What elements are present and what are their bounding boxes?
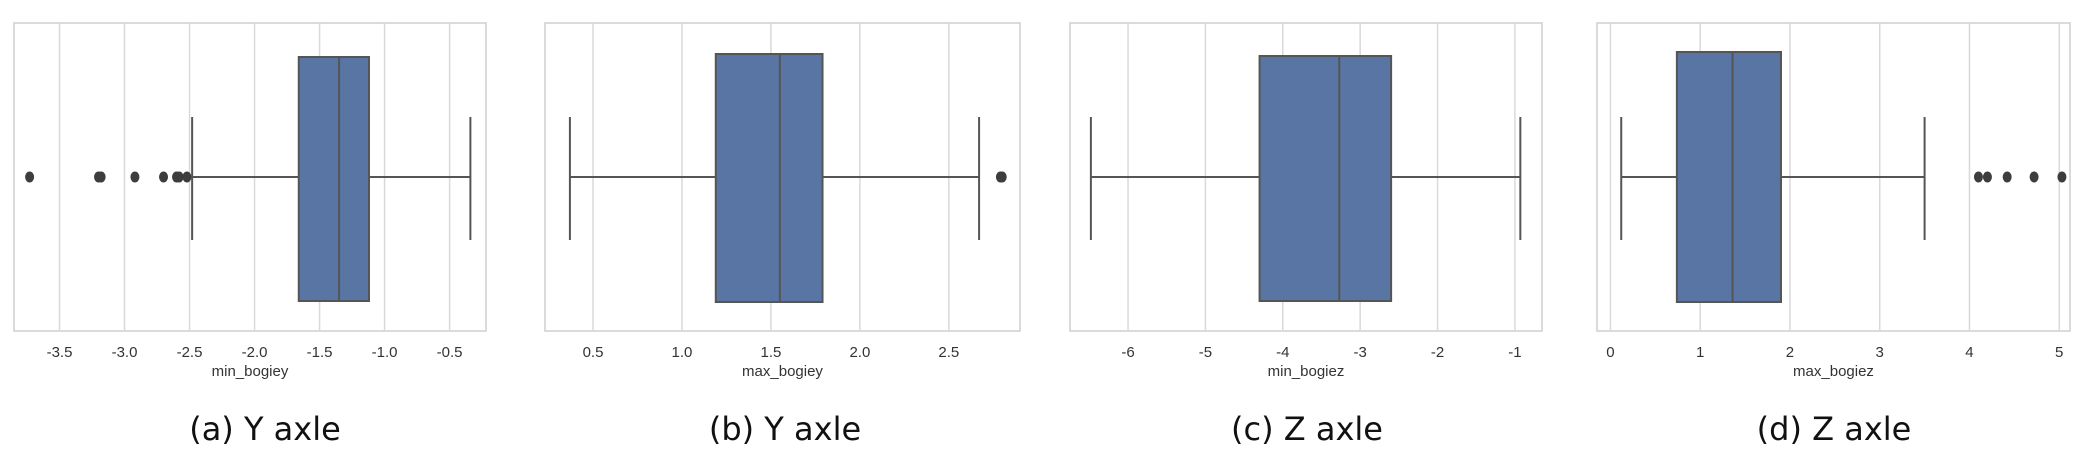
iqr-box (1258, 55, 1393, 302)
outlier-point (130, 171, 140, 183)
iqr-box (297, 56, 370, 302)
panel-caption: (c) Z axle (1231, 410, 1383, 448)
x-tick-label: 1 (1696, 344, 1704, 361)
panel-2: 0.5 1.0 1.5 2.0 2.5 max_bogiey (b) Y axle (544, 22, 1021, 448)
x-tick-label: -3.0 (112, 344, 138, 361)
x-tick-label: 3 (1876, 344, 1884, 361)
x-tick-label: 2.5 (938, 344, 959, 361)
x-tick-label: 1.0 (672, 344, 693, 361)
x-axis-label: min_bogiey (212, 363, 289, 380)
outlier-point (2002, 171, 2012, 183)
x-axis-label: min_bogiez (1268, 363, 1345, 380)
x-tick-label: 2 (1786, 344, 1794, 361)
panel-caption: (b) Y axle (709, 410, 861, 448)
outlier-point (2057, 171, 2067, 183)
x-tick-label: 5 (2055, 344, 2063, 361)
x-axis-label: max_bogiey (742, 363, 823, 380)
outlier-point (182, 171, 192, 183)
outlier-point (25, 171, 35, 183)
outlier-point (174, 171, 184, 183)
x-tick-label: -2.5 (177, 344, 203, 361)
x-tick-label: 4 (1965, 344, 1973, 361)
x-tick-label: -2 (1431, 344, 1444, 361)
panel-3: -6 -5 -4 -3 -2 -1 min_bogiez (c) Z axle (1069, 22, 1543, 448)
x-tick-label: -3.5 (47, 344, 73, 361)
outlier-point (1982, 171, 1992, 183)
panel-caption: (d) Z axle (1757, 410, 1912, 448)
x-tick-label: 0 (1606, 344, 1614, 361)
x-tick-label: 0.5 (583, 344, 604, 361)
x-tick-label: -2.0 (242, 344, 268, 361)
outlier-point (96, 171, 106, 183)
x-tick-label: -4 (1276, 344, 1289, 361)
outlier-point (1973, 171, 1983, 183)
x-tick-label: -1 (1508, 344, 1521, 361)
outlier-point (2029, 171, 2039, 183)
panel-caption: (a) Y axle (189, 410, 341, 448)
iqr-box (1675, 51, 1782, 303)
outlier-point (997, 171, 1007, 183)
x-tick-label: -6 (1121, 344, 1134, 361)
x-tick-label: -0.5 (437, 344, 463, 361)
x-tick-label: -1.5 (307, 344, 333, 361)
x-tick-label: -1.0 (372, 344, 398, 361)
iqr-box (714, 53, 824, 303)
panel-4: 0 1 2 3 4 5 max_bogiez (d) Z axle (1596, 22, 2071, 448)
x-tick-label: 2.0 (849, 344, 870, 361)
x-tick-label: -3 (1353, 344, 1366, 361)
panel-1: -3.5 -3.0 -2.5 -2.0 -1.5 -1.0 -0.5 min_bogiey (a… (13, 22, 487, 448)
x-tick-label: 1.5 (761, 344, 782, 361)
x-axis-label: max_bogiez (1793, 363, 1874, 380)
x-tick-label: -5 (1199, 344, 1212, 361)
outlier-point (159, 171, 169, 183)
